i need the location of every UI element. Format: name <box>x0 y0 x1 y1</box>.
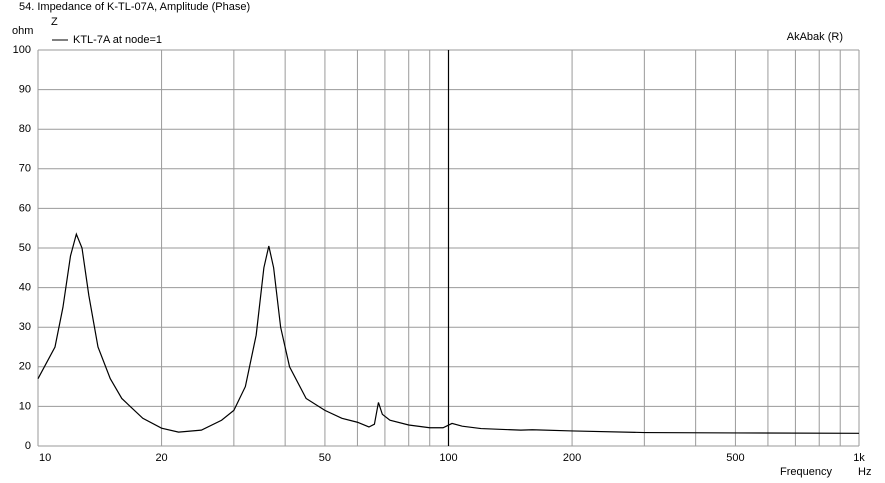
y-tick-label: 30 <box>19 321 31 333</box>
x-axis-label: Frequency <box>780 466 832 478</box>
x-tick-label: 10 <box>39 452 51 464</box>
y-tick-label: 90 <box>19 84 31 96</box>
corner-text: AkAbak (R) <box>787 31 843 43</box>
y-tick-label: 20 <box>19 361 31 373</box>
x-tick-label: 50 <box>319 452 331 464</box>
y-tick-label: 10 <box>19 400 31 412</box>
x-tick-label: 200 <box>563 452 581 464</box>
y-tick-label: 100 <box>13 44 31 56</box>
y-tick-label: 70 <box>19 163 31 175</box>
x-tick-label: 1k <box>853 452 865 464</box>
y-tick-label: 60 <box>19 202 31 214</box>
series-line <box>37 232 860 434</box>
x-unit: Hz <box>858 466 871 478</box>
legend-label: KTL-7A at node=1 <box>73 34 162 46</box>
x-tick-label: 500 <box>726 452 744 464</box>
y-tick-label: 80 <box>19 123 31 135</box>
y-name: Z <box>51 16 58 28</box>
y-axis-label: ohm <box>12 25 33 37</box>
chart-title: 54. Impedance of K-TL-07A, Amplitude (Ph… <box>19 1 250 13</box>
y-tick-label: 40 <box>19 282 31 294</box>
y-tick-label: 0 <box>25 440 31 452</box>
x-tick-label: 100 <box>439 452 457 464</box>
y-tick-label: 50 <box>19 242 31 254</box>
x-tick-label: 20 <box>155 452 167 464</box>
